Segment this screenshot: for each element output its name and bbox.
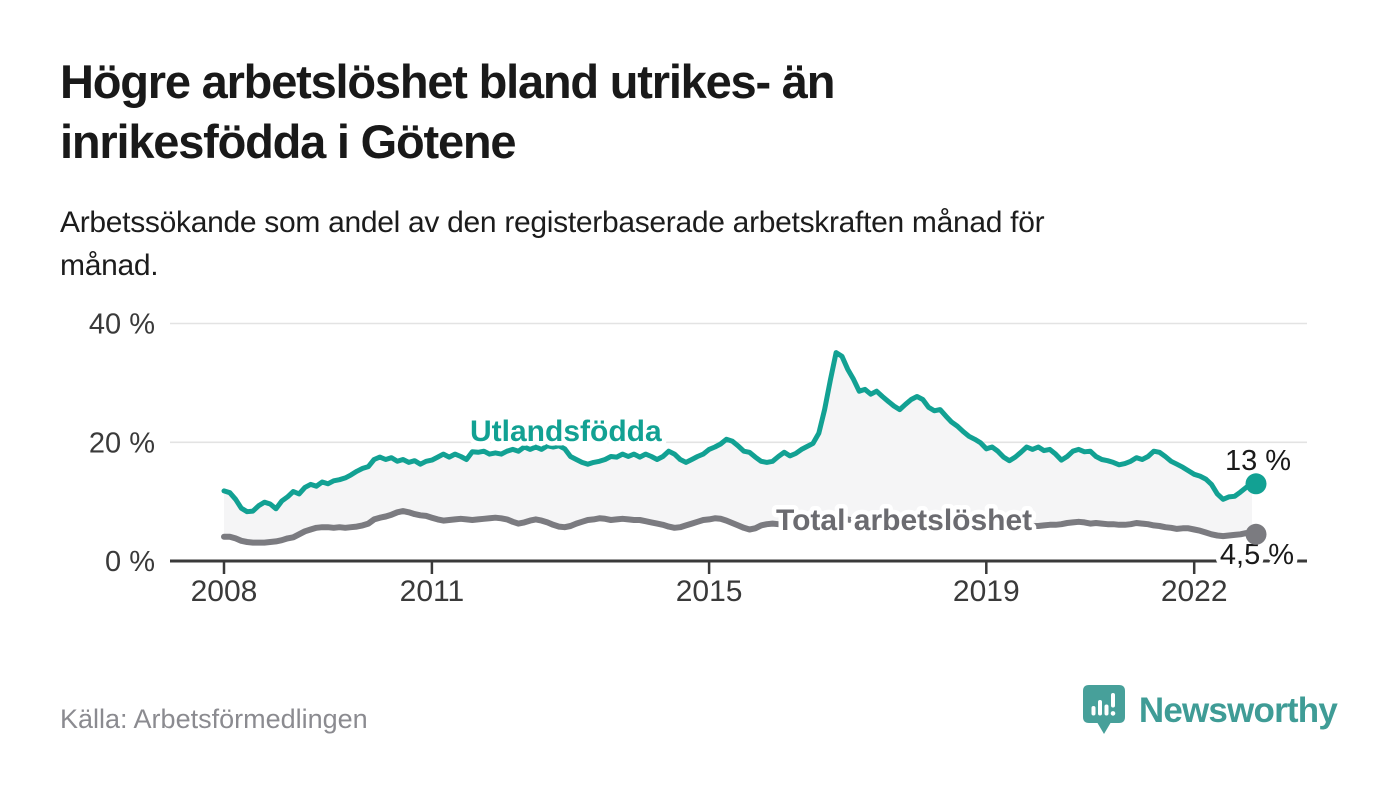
page-subtitle: Arbetssökande som andel av den registerb… — [60, 201, 1360, 287]
page-subtitle-line1: Arbetssökande som andel av den registerb… — [60, 206, 1045, 239]
y-tick-label-0: 0 % — [105, 546, 155, 578]
series-label-total: Total arbetslöshet — [776, 504, 1032, 537]
page-title: Högre arbetslöshet bland utrikes- än inri… — [60, 52, 1360, 172]
logo-barchart-glyph — [1091, 693, 1116, 716]
series-line-total — [221, 508, 1255, 546]
page-subtitle-line2: månad. — [60, 249, 159, 282]
x-tick-label-2019: 2019 — [953, 575, 1020, 608]
logo-bubble-shape — [1082, 685, 1125, 734]
x-tick-label-2015: 2015 — [676, 575, 743, 608]
newsworthy-wordmark: Newsworthy — [1138, 690, 1338, 730]
newsworthy-logo: Newsworthy — [1082, 684, 1338, 737]
series-label-utlandsfodda: Utlandsfödda — [470, 415, 662, 448]
y-tick-label-20: 20 % — [89, 427, 155, 459]
end-value-label-utlandsfodda: 13 % — [1225, 445, 1291, 477]
x-tick-label-2022: 2022 — [1161, 575, 1228, 608]
page-title-line2: inrikesfödda i Götene — [60, 115, 517, 168]
end-dot-total — [1245, 523, 1267, 545]
page-title-line1: Högre arbetslöshet bland utrikes- än — [60, 55, 835, 108]
series-line-utlandsfodda — [221, 350, 1255, 515]
end-dot-utlandsfodda — [1245, 473, 1267, 495]
x-tick-label-2008: 2008 — [191, 575, 258, 608]
y-tick-label-40: 40 % — [89, 309, 155, 341]
newsworthy-logo-icon — [1082, 685, 1125, 734]
x-tick-label-2011: 2011 — [400, 575, 465, 608]
source-note: Källa: Arbetsförmedlingen — [60, 704, 368, 734]
